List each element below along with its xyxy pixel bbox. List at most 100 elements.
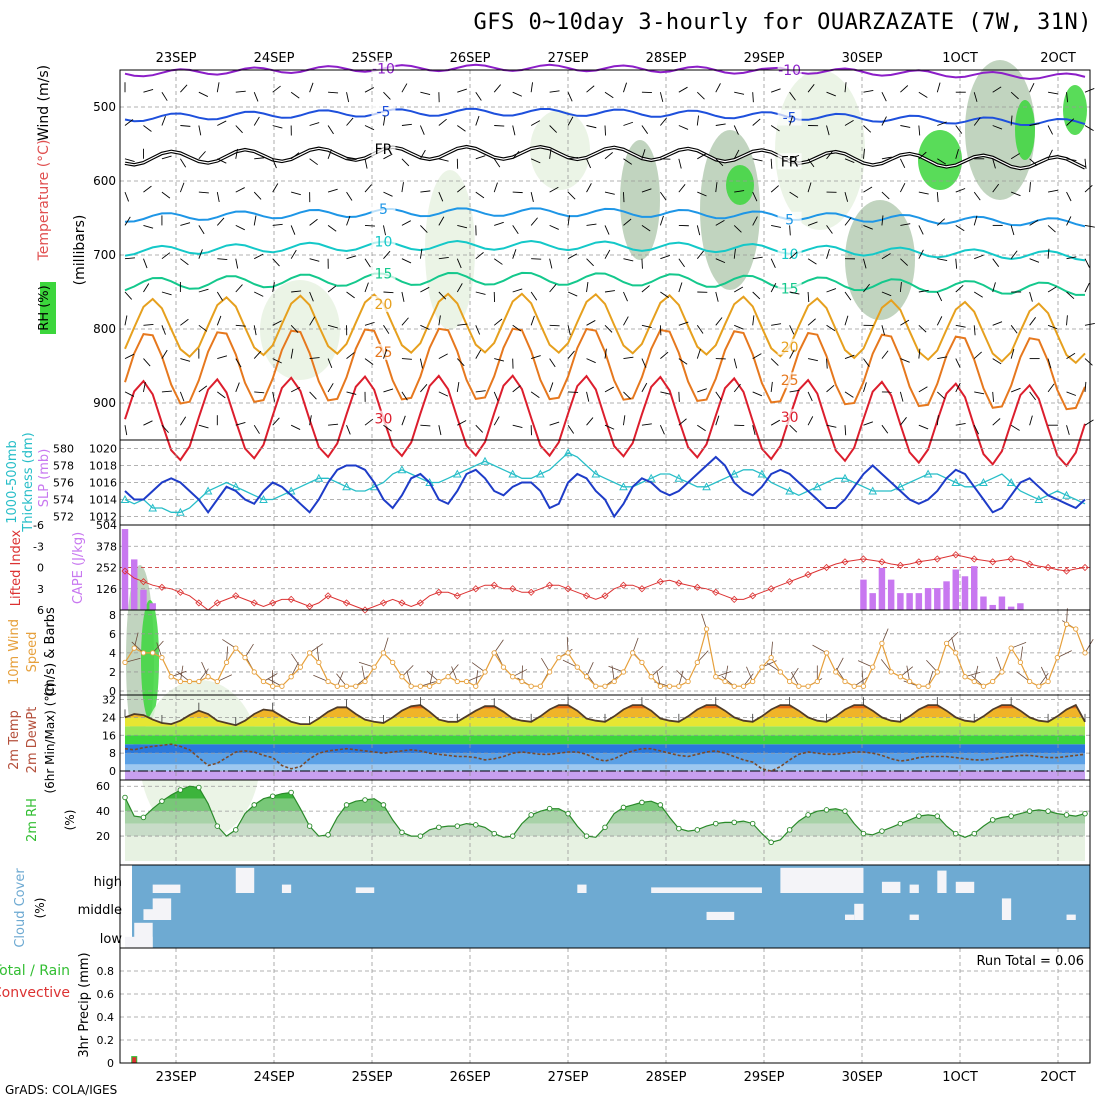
wind-barb (770, 358, 779, 366)
li-marker (619, 581, 628, 589)
wind-barb (512, 424, 523, 429)
run-total-label: Run Total = 0.06 (976, 954, 1084, 969)
wind-barb (918, 348, 921, 359)
wind-barb (420, 324, 430, 330)
cloud-white-block (235, 867, 255, 893)
wind-speed-marker (750, 678, 756, 685)
wind-barb (272, 358, 282, 364)
wind-barb (143, 283, 150, 293)
wind-barb (217, 158, 227, 164)
wind-barb (881, 215, 884, 226)
wind-barb (180, 158, 187, 168)
wind-barb (826, 324, 836, 332)
wind-barb (438, 391, 449, 397)
wind-barb (1066, 92, 1069, 103)
wind-speed-marker (214, 678, 220, 685)
wind-barb (678, 184, 686, 193)
wind-barb (383, 225, 386, 236)
wind-barb (604, 324, 613, 333)
rh-marker (362, 797, 368, 803)
isotherm-label-bg (371, 201, 396, 218)
cloud-background (132, 865, 1090, 948)
rh-marker (491, 830, 497, 837)
wind-barb (309, 122, 320, 126)
rh-marker (676, 825, 682, 832)
isotherm-label: FR (375, 142, 393, 158)
wind-barb (419, 125, 425, 135)
wind-barb (918, 289, 929, 293)
wind-barb (438, 216, 445, 226)
isotherm-label: 25 (375, 345, 393, 361)
precip-total-label: Total / Rain (0, 963, 70, 979)
wind-barb (1066, 216, 1072, 226)
pressure-tick-label: 500 (93, 100, 116, 114)
isotherm--10 (124, 63, 1086, 81)
wind-barb (955, 284, 964, 293)
wind-barb (161, 191, 171, 199)
cape-bar (980, 596, 987, 610)
cape-bar (924, 588, 932, 610)
wind-barb (235, 148, 238, 159)
wind-barb (623, 218, 632, 226)
wind-barb (734, 324, 744, 330)
wind-barb (733, 125, 739, 135)
wind-speed-marker (648, 674, 654, 680)
wind-barb (899, 391, 904, 402)
isotherm-label-bg (371, 233, 396, 250)
wind-barb-10m (770, 641, 773, 658)
rh-marker (473, 822, 479, 828)
wind-speed-marker (556, 654, 562, 661)
wind-barb-10m (267, 678, 283, 687)
wind-barb (438, 257, 449, 260)
li-marker (582, 592, 591, 600)
wind-speed-marker (1054, 654, 1060, 661)
wind-barb (457, 185, 466, 193)
wind-barb (1029, 391, 1036, 401)
wind-barb (770, 125, 780, 132)
thickness-marker (923, 469, 933, 478)
wind-barb (807, 391, 813, 402)
date-label-top: 2OCT (1040, 51, 1076, 66)
isotherm-label: 15 (375, 267, 393, 283)
li-marker (878, 558, 886, 566)
wind-barb (161, 291, 172, 296)
wind-barb-10m (176, 671, 190, 682)
wind-barb-10m (857, 660, 873, 668)
isotherm-label: 10 (375, 235, 393, 251)
wind-barb (530, 391, 540, 399)
date-label-bottom: 26SEP (450, 1070, 491, 1085)
wind-speed-marker (242, 654, 248, 661)
wind-barb (383, 424, 392, 432)
wind-barb-10m (466, 675, 482, 682)
rh-marker (989, 817, 996, 823)
wind-barb (272, 391, 276, 402)
wind-barb (918, 424, 929, 430)
wind-barb (494, 358, 505, 362)
temp-band (125, 726, 1085, 736)
wind-speed-marker (177, 678, 184, 685)
wind-barb (180, 84, 188, 93)
cape-bar (131, 559, 138, 610)
wind-speed-marker (223, 659, 230, 666)
wind-barb (992, 391, 995, 402)
thickness-marker (397, 465, 407, 474)
wind-barb (290, 424, 301, 430)
wind-speed-marker (583, 674, 590, 680)
wind-axis-label-2: Speed (25, 632, 40, 673)
wind-speed-marker (860, 683, 867, 689)
wind-barb (179, 182, 185, 193)
wind-barb (364, 184, 372, 193)
wind-barb (641, 188, 652, 193)
wind-barb-10m (790, 671, 800, 687)
wind-speed-marker (666, 683, 673, 689)
li-marker (601, 592, 609, 600)
rh-marker (546, 805, 553, 812)
wind-barb (161, 116, 166, 126)
wind-barb (715, 182, 718, 193)
wind-speed-marker (639, 659, 645, 666)
wind-speed-marker (1073, 626, 1079, 632)
wind-barb (678, 125, 689, 130)
wind-barb (401, 291, 405, 302)
isotherm-label-bg (777, 372, 802, 389)
